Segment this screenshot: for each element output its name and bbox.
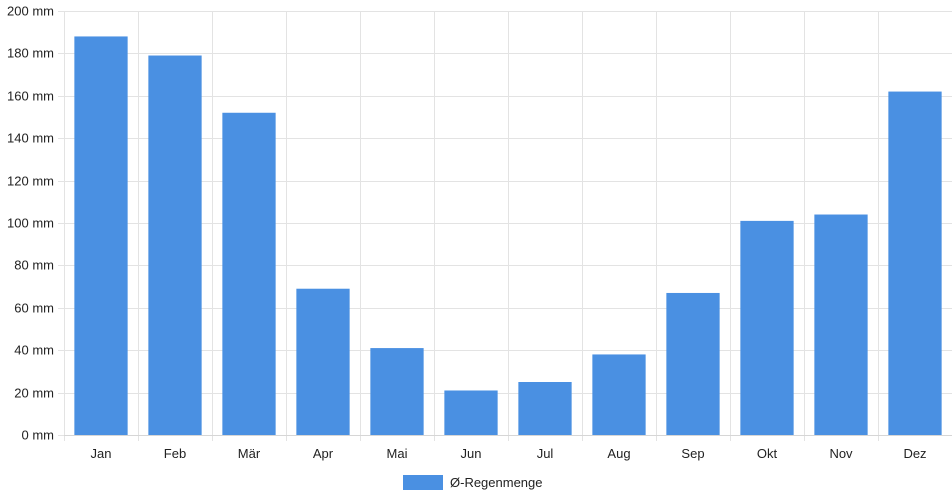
- bar-Mai: [370, 348, 424, 435]
- x-tick-label: Mär: [238, 446, 261, 461]
- y-tick-label: 180 mm: [7, 46, 54, 61]
- legend: Ø-Regenmenge: [403, 475, 543, 490]
- bar-Aug: [592, 354, 646, 435]
- x-tick-label: Sep: [681, 446, 704, 461]
- bar-Mär: [222, 112, 276, 435]
- bar-Feb: [148, 55, 202, 436]
- bar-Dez: [888, 91, 942, 435]
- x-tick-label: Jan: [91, 446, 112, 461]
- x-tick-label: Feb: [164, 446, 186, 461]
- y-tick-label: 0 mm: [22, 428, 55, 443]
- y-tick-label: 160 mm: [7, 89, 54, 104]
- grid-lines: [58, 11, 952, 441]
- bar-Apr: [296, 288, 350, 435]
- bars: [74, 36, 942, 436]
- y-tick-label: 100 mm: [7, 216, 54, 231]
- y-tick-label: 200 mm: [7, 4, 54, 19]
- bar-Jul: [518, 382, 572, 435]
- legend-swatch: [403, 475, 443, 490]
- x-tick-label: Mai: [387, 446, 408, 461]
- bar-Sep: [666, 292, 720, 435]
- x-tick-label: Jul: [537, 446, 554, 461]
- bar-Okt: [740, 220, 794, 435]
- x-tick-label: Apr: [313, 446, 334, 461]
- x-tick-label: Nov: [829, 446, 853, 461]
- x-tick-label: Aug: [607, 446, 630, 461]
- bar-Jan: [74, 36, 128, 435]
- y-tick-label: 40 mm: [14, 343, 54, 358]
- x-tick-label: Jun: [461, 446, 482, 461]
- y-tick-label: 120 mm: [7, 174, 54, 189]
- y-tick-label: 20 mm: [14, 386, 54, 401]
- bar-Nov: [814, 214, 868, 435]
- y-tick-label: 140 mm: [7, 131, 54, 146]
- x-tick-label: Dez: [903, 446, 926, 461]
- y-tick-label: 60 mm: [14, 301, 54, 316]
- y-axis: 0 mm 20 mm 40 mm 60 mm 80 mm 100 mm 120 mm 140 …: [7, 4, 54, 443]
- y-tick-label: 80 mm: [14, 258, 54, 273]
- bar-Jun: [444, 390, 498, 435]
- x-tick-label: Okt: [757, 446, 778, 461]
- legend-label: Ø-Regenmenge: [450, 475, 543, 490]
- x-axis: Jan Feb Mär Apr Mai Jun Jul Aug Sep Okt Nov Dez: [64, 435, 952, 461]
